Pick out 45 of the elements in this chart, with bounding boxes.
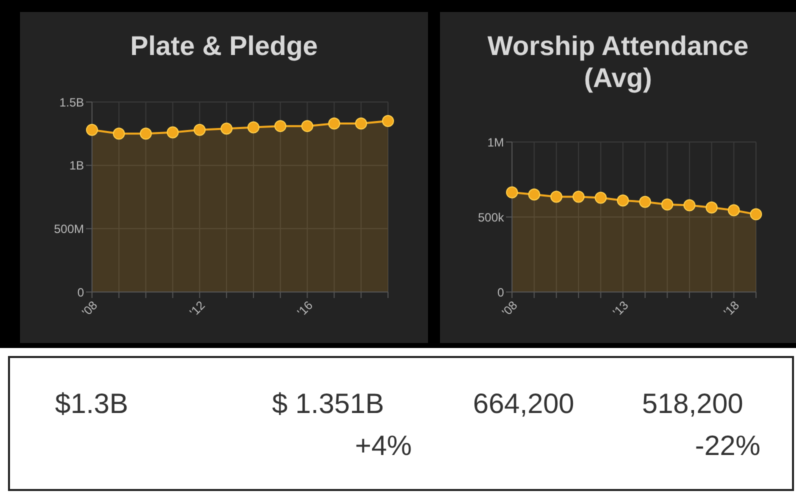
x-tick-label: '12 — [186, 298, 208, 320]
point — [550, 190, 562, 203]
point — [86, 124, 98, 136]
point — [140, 128, 152, 140]
point — [112, 128, 125, 140]
point — [301, 120, 314, 132]
text: 518,200 — [642, 388, 744, 420]
x-tick-label: '16 — [294, 298, 316, 320]
text: -22% — [695, 430, 760, 462]
text: $1.3B — [55, 388, 128, 420]
y-tick-label: 0 — [497, 285, 504, 300]
point — [220, 122, 233, 135]
point — [661, 198, 674, 211]
point — [528, 188, 540, 200]
y-tick-label: 0 — [77, 285, 84, 300]
y-tick-label: 1.5B — [59, 95, 84, 110]
text: 664,200 — [473, 388, 574, 420]
y-tick-label: 1B — [69, 158, 84, 173]
chart-title: Plate & Pledge — [129, 30, 319, 62]
point — [639, 196, 652, 208]
point — [355, 118, 368, 130]
point — [594, 192, 607, 204]
x-tick-label: '18 — [721, 298, 742, 320]
point — [728, 204, 740, 216]
x-tick-label: '08 — [499, 298, 520, 320]
chart-title: Worship Attendance (Avg) — [486, 30, 750, 94]
point — [194, 124, 206, 136]
point — [382, 115, 394, 127]
point — [572, 190, 585, 203]
y-tick-label: 1M — [487, 135, 504, 150]
point — [274, 120, 286, 132]
x-tick-label: '08 — [79, 298, 100, 320]
point — [706, 202, 718, 214]
point — [328, 118, 340, 130]
point — [506, 186, 518, 198]
point — [166, 126, 179, 138]
y-tick-label: 500k — [478, 210, 505, 224]
point — [247, 121, 260, 134]
x-tick-label: '13 — [610, 298, 632, 320]
text: +4% — [355, 430, 412, 462]
text: $ 1.351B — [272, 388, 384, 420]
point — [616, 194, 629, 206]
y-tick-label: 500M — [54, 222, 84, 236]
point — [683, 199, 696, 212]
point — [750, 208, 762, 220]
